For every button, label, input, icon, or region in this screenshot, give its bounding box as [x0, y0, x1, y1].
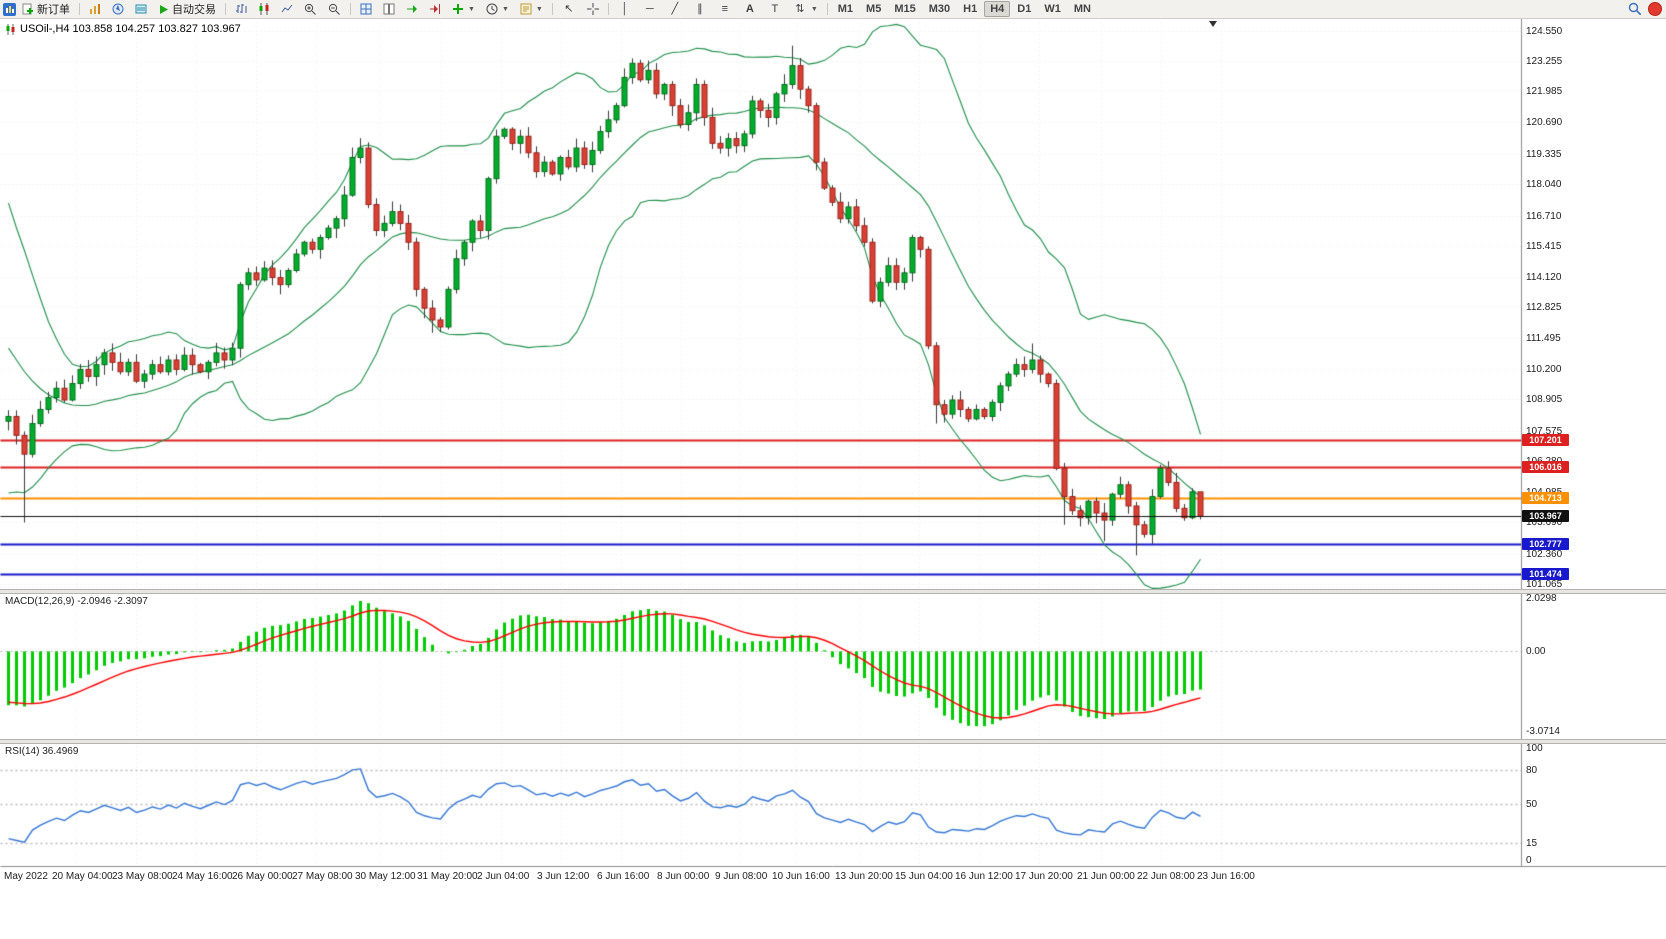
candlestick-chart-type-icon[interactable]: [253, 1, 275, 17]
periods-icon[interactable]: ▼: [481, 1, 514, 17]
macd-indicator-label: MACD(12,26,9) -2.0946 -2.3097: [5, 596, 148, 607]
toolbar-separator: [607, 3, 609, 15]
timeframe-button-m5[interactable]: M5: [860, 1, 887, 17]
market-watch-icon[interactable]: [84, 1, 106, 17]
tile-windows-icon[interactable]: [378, 1, 400, 17]
chart-header-text: USOil-,H4 103.858 104.257 103.827 103.96…: [20, 23, 241, 35]
timeframe-button-d1[interactable]: D1: [1011, 1, 1037, 17]
chart-ohlc-header: USOil-,H4 103.858 104.257 103.827 103.96…: [5, 23, 241, 35]
chart-shift-marker[interactable]: [1209, 21, 1217, 27]
autotrading-play-icon: [158, 4, 169, 15]
app-icon: [3, 2, 16, 16]
cursor-icon[interactable]: ↖: [557, 1, 581, 17]
search-icon[interactable]: [1623, 1, 1647, 17]
new-order-button[interactable]: 新订单: [17, 1, 75, 17]
new-order-label: 新订单: [37, 4, 70, 16]
line-chart-type-icon[interactable]: [276, 1, 298, 17]
fibonacci-icon[interactable]: ≡: [713, 1, 737, 17]
toolbar-separator: [225, 3, 226, 15]
new-order-icon: [22, 3, 34, 15]
bar-chart-type-icon[interactable]: [230, 1, 252, 17]
autotrading-label: 自动交易: [172, 4, 216, 16]
toolbar-separator: [826, 3, 828, 15]
auto-scroll-icon[interactable]: [401, 1, 423, 17]
crosshair-icon[interactable]: [582, 1, 604, 17]
rsi-panel-splitter[interactable]: [0, 739, 1666, 744]
horizontal-line-icon[interactable]: ─: [638, 1, 662, 17]
time-axis[interactable]: [0, 867, 1521, 889]
indicators-icon[interactable]: ▼: [447, 1, 480, 17]
autotrading-button[interactable]: 自动交易: [153, 1, 221, 17]
timeframe-button-h1[interactable]: H1: [957, 1, 983, 17]
timeframe-button-m1[interactable]: M1: [832, 1, 859, 17]
notification-badge[interactable]: [1648, 2, 1662, 16]
chevron-down-icon: ▼: [810, 5, 818, 13]
toolbar: 新订单 自动交易 ▼ ▼: [0, 0, 1666, 19]
templates-icon[interactable]: ▼: [515, 1, 548, 17]
zoom-out-icon[interactable]: [323, 1, 346, 17]
arrows-tool-icon[interactable]: ⇅ ▼: [788, 1, 823, 17]
toolbar-separator: [551, 3, 553, 15]
chart-shift-icon[interactable]: [424, 1, 446, 17]
rsi-indicator-label: RSI(14) 36.4969: [5, 746, 79, 757]
text-label-icon[interactable]: T: [763, 1, 787, 17]
channel-icon[interactable]: ∥: [688, 1, 712, 17]
navigator-icon[interactable]: [107, 1, 129, 17]
chevron-down-icon: ▼: [468, 5, 475, 13]
timeframe-button-m30[interactable]: M30: [923, 1, 956, 17]
chevron-down-icon: ▼: [501, 5, 509, 13]
trendline-icon[interactable]: ╱: [663, 1, 687, 17]
toolbar-separator: [350, 3, 351, 15]
new-chart-icon[interactable]: [355, 1, 377, 17]
symbol-icon: [5, 23, 16, 35]
terminal-icon[interactable]: [130, 1, 152, 17]
chevron-down-icon: ▼: [535, 5, 543, 13]
toolbar-separator: [79, 3, 80, 15]
timeframe-button-w1[interactable]: W1: [1038, 1, 1067, 17]
timeframe-button-mn[interactable]: MN: [1068, 1, 1097, 17]
timeframe-button-m15[interactable]: M15: [888, 1, 921, 17]
timeframe-button-h4[interactable]: H4: [984, 1, 1011, 17]
macd-panel-splitter[interactable]: [0, 589, 1666, 594]
zoom-in-icon[interactable]: [299, 1, 322, 17]
text-tool-icon[interactable]: A: [738, 1, 762, 17]
vertical-line-icon[interactable]: │: [613, 1, 637, 17]
